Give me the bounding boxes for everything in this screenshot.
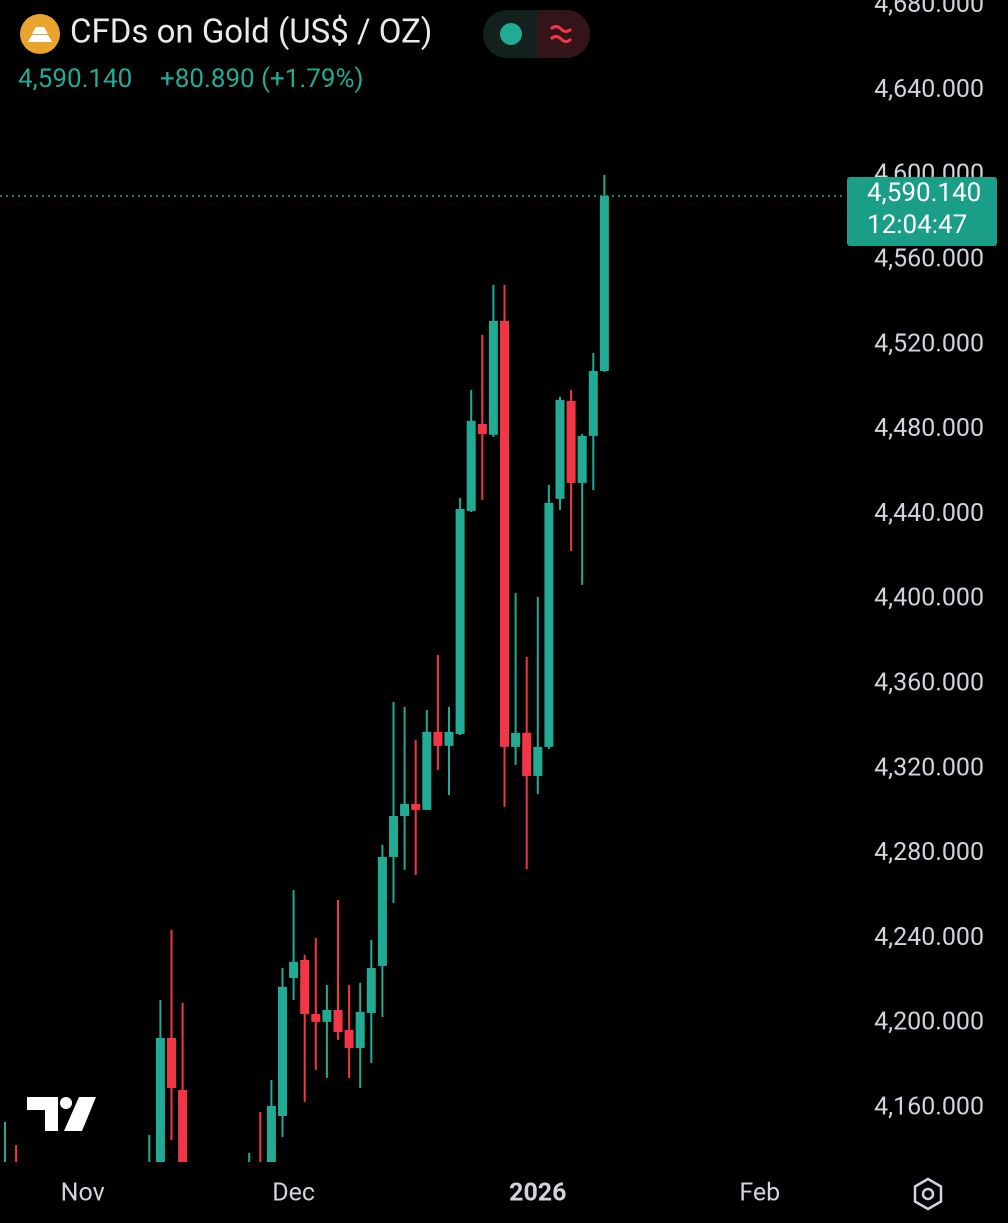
candle-body	[311, 1014, 321, 1022]
x-tick-label: 2026	[509, 1179, 566, 1208]
x-tick-label: Nov	[61, 1179, 105, 1208]
candle-body	[289, 961, 299, 978]
candle-body	[444, 731, 454, 746]
candle-body	[300, 959, 310, 1015]
plot-area	[0, 174, 845, 1214]
candle-body	[500, 320, 509, 747]
candle-body	[555, 399, 565, 499]
price-tag-countdown: 12:04:47	[867, 210, 967, 240]
candle-body	[488, 320, 498, 435]
header: CFDs on Gold (US$ / OZ) 4,590.140 +80.89…	[18, 10, 590, 94]
candle-body	[12, 1172, 21, 1197]
price-tag-value: 4,590.140	[867, 178, 981, 208]
candle-body	[377, 856, 387, 966]
status-toggle[interactable]	[483, 10, 590, 58]
candle-body	[599, 196, 609, 372]
candle-body	[245, 1182, 254, 1214]
candle-body	[266, 1106, 276, 1162]
y-tick-label: 4,480.000	[874, 414, 984, 443]
y-tick-label: 4,560.000	[874, 245, 984, 274]
tv-logo	[27, 1097, 96, 1131]
symbol-title: CFDs on Gold (US$ / OZ)	[70, 13, 432, 52]
candle-body	[511, 732, 521, 747]
candle-body	[477, 424, 487, 434]
candle-body	[588, 371, 598, 436]
candle-body	[145, 1176, 154, 1214]
candle-body	[411, 803, 421, 810]
candle-body	[344, 1029, 354, 1048]
candle-body	[422, 731, 432, 810]
candle-body	[400, 803, 410, 817]
last-price: 4,590.140	[18, 64, 132, 94]
candle-body	[566, 400, 576, 483]
candle-body	[178, 1089, 188, 1162]
candle-body	[455, 509, 465, 734]
candle-body	[278, 986, 287, 1116]
y-tick-label: 4,440.000	[874, 499, 984, 528]
y-tick-label: 4,680.000	[874, 0, 984, 19]
settings-icon[interactable]	[913, 1177, 943, 1211]
x-tick-label: Dec	[272, 1179, 315, 1208]
price-tag-box	[847, 177, 997, 247]
candle-body	[366, 968, 376, 1013]
candle-body	[433, 731, 443, 746]
candle-body	[322, 1009, 332, 1022]
y-tick-label: 4,640.000	[874, 75, 984, 104]
y-tick-label: 4,240.000	[874, 923, 984, 952]
candle-body	[355, 1011, 365, 1048]
y-tick-label: 4,280.000	[874, 838, 984, 867]
y-tick-label: 4,200.000	[874, 1008, 984, 1037]
candle-body	[522, 732, 532, 776]
candle-body	[333, 1009, 343, 1033]
y-tick-label: 4,320.000	[874, 753, 984, 782]
y-tick-label: 4,520.000	[874, 329, 984, 358]
y-tick-label: 4,400.000	[874, 584, 984, 613]
y-axis: 4,680.0004,640.0004,600.0004,560.0004,52…	[874, 0, 984, 1122]
price-change: +80.890 (+1.79%)	[160, 64, 364, 94]
candle-body	[544, 502, 554, 747]
y-tick-label: 4,360.000	[874, 669, 984, 698]
candle-body	[1, 1172, 10, 1204]
x-tick-label: Feb	[739, 1179, 780, 1208]
candle-body	[155, 1037, 165, 1162]
candle-body	[466, 420, 476, 511]
candle-body	[389, 816, 398, 857]
candle-body	[256, 1167, 265, 1197]
y-tick-label: 4,160.000	[874, 1093, 984, 1122]
candle-body	[577, 435, 587, 483]
candle-body	[533, 746, 543, 776]
candle-body	[167, 1037, 176, 1089]
x-axis: Nov Dec 2026 Feb	[61, 1179, 781, 1208]
